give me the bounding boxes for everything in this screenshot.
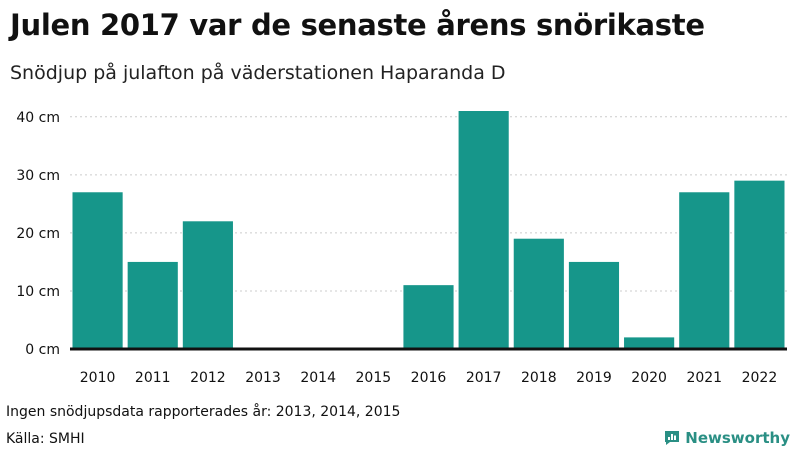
bar-2016	[403, 285, 454, 349]
y-tick-label: 20 cm	[16, 226, 60, 242]
x-tick-label: 2018	[521, 370, 557, 386]
bar-2017	[458, 111, 509, 349]
source-label: Källa: SMHI	[6, 431, 85, 447]
y-tick-label: 10 cm	[16, 284, 60, 300]
bar-chart: 0 cm 10 cm 20 cm 30 cm 40 cm 2010 2011 2012 2013…	[16, 110, 787, 386]
x-tick-label: 2016	[411, 370, 447, 386]
x-tick-label: 2017	[466, 370, 502, 386]
x-tick-label: 2019	[576, 370, 612, 386]
missing-data-note: Ingen snödjupsdata rapporterades år: 201…	[6, 404, 401, 420]
y-tick-label: 0 cm	[25, 342, 60, 358]
chart-title: Julen 2017 var de senaste årens snörikas…	[10, 8, 705, 42]
bar-2021	[679, 192, 730, 349]
x-tick-label: 2013	[245, 370, 281, 386]
bar-2012	[182, 221, 233, 349]
y-tick-label: 30 cm	[16, 168, 60, 184]
bar-2018	[513, 238, 564, 349]
chart-subtitle: Snödjup på julafton på väderstationen Ha…	[10, 62, 506, 84]
x-tick-label: 2011	[135, 370, 171, 386]
bar-2022	[734, 180, 785, 349]
bar-2011	[127, 261, 178, 349]
bar-chart-speech-bubble-icon	[665, 431, 680, 445]
x-tick-label: 2022	[742, 370, 778, 386]
x-tick-label: 2021	[686, 370, 722, 386]
x-tick-label: 2010	[80, 370, 116, 386]
x-tick-label: 2020	[631, 370, 667, 386]
bar-2019	[568, 261, 620, 349]
x-tick-label: 2014	[300, 370, 336, 386]
x-tick-label: 2012	[190, 370, 226, 386]
x-tick-label: 2015	[356, 370, 392, 386]
bar-2010	[72, 192, 123, 349]
brand-name: Newsworthy	[685, 429, 790, 447]
y-tick-label: 40 cm	[16, 110, 60, 126]
newsworthy-logo: Newsworthy	[664, 429, 790, 447]
bar-2020	[624, 337, 675, 349]
